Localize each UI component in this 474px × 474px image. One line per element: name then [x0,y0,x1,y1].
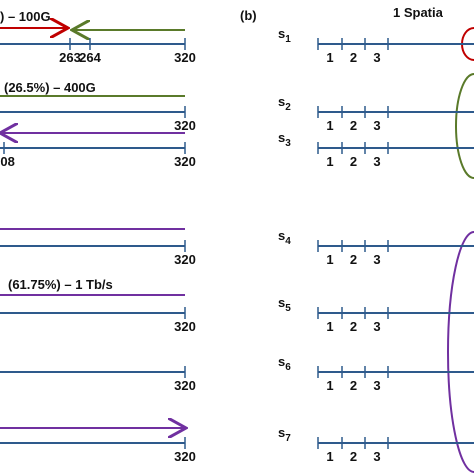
tick-label: 2 [350,118,357,133]
row-sub: 6 [285,362,291,373]
tick-label: 1 [326,449,333,464]
row-name: s [278,130,285,145]
tick-label: 320 [174,154,196,169]
tick-label: 320 [174,378,196,393]
row-sub: 1 [285,34,291,45]
tick-label: 3 [373,50,380,65]
tick-label: 3 [373,319,380,334]
row-label: s1 [278,26,291,45]
tick-label: 3 [373,252,380,267]
row-name: s [278,425,285,440]
tick-label: 1 [326,252,333,267]
annotation: (26.5%) – 400G [4,80,96,95]
tick-label: 1 [326,154,333,169]
tick-label: 3 [373,378,380,393]
tick-label: 320 [174,50,196,65]
row-label: s3 [278,130,291,149]
tick-label: 3 [373,118,380,133]
tick-label: 2 [350,50,357,65]
annotation: (61.75%) – 1 Tb/s [8,277,113,292]
annotation: ) – 100G [0,9,51,24]
row-name: s [278,354,285,369]
tick-label: 3 [373,449,380,464]
tick-label: 1 [326,319,333,334]
panel-label: (b) [240,8,257,23]
tick-label: 264 [79,50,101,65]
tick-label: 208 [0,154,15,169]
tick-label: 2 [350,154,357,169]
row-label: s4 [278,228,291,247]
row-label: s6 [278,354,291,373]
tick-label: 320 [174,319,196,334]
tick-label: 263 [59,50,81,65]
tick-label: 2 [350,319,357,334]
tick-label: 320 [174,252,196,267]
tick-label: 320 [174,118,196,133]
tick-label: 2 [350,449,357,464]
row-name: s [278,94,285,109]
tick-label: 2 [350,252,357,267]
row-sub: 2 [285,102,291,113]
row-sub: 5 [285,303,291,314]
row-sub: 4 [285,236,291,247]
row-sub: 7 [285,433,291,444]
tick-label: 2 [350,378,357,393]
row-name: s [278,26,285,41]
row-label: s2 [278,94,291,113]
green-ellipse [455,73,474,179]
row-sub: 3 [285,138,291,149]
row-label: s7 [278,425,291,444]
panel-title: 1 Spatia [393,5,444,20]
tick-label: 3 [373,154,380,169]
tick-label: 1 [326,50,333,65]
row-label: s5 [278,295,291,314]
purple-ellipse [447,231,474,473]
row-name: s [278,228,285,243]
tick-label: 320 [174,449,196,464]
row-name: s [278,295,285,310]
tick-label: 1 [326,378,333,393]
tick-label: 1 [326,118,333,133]
